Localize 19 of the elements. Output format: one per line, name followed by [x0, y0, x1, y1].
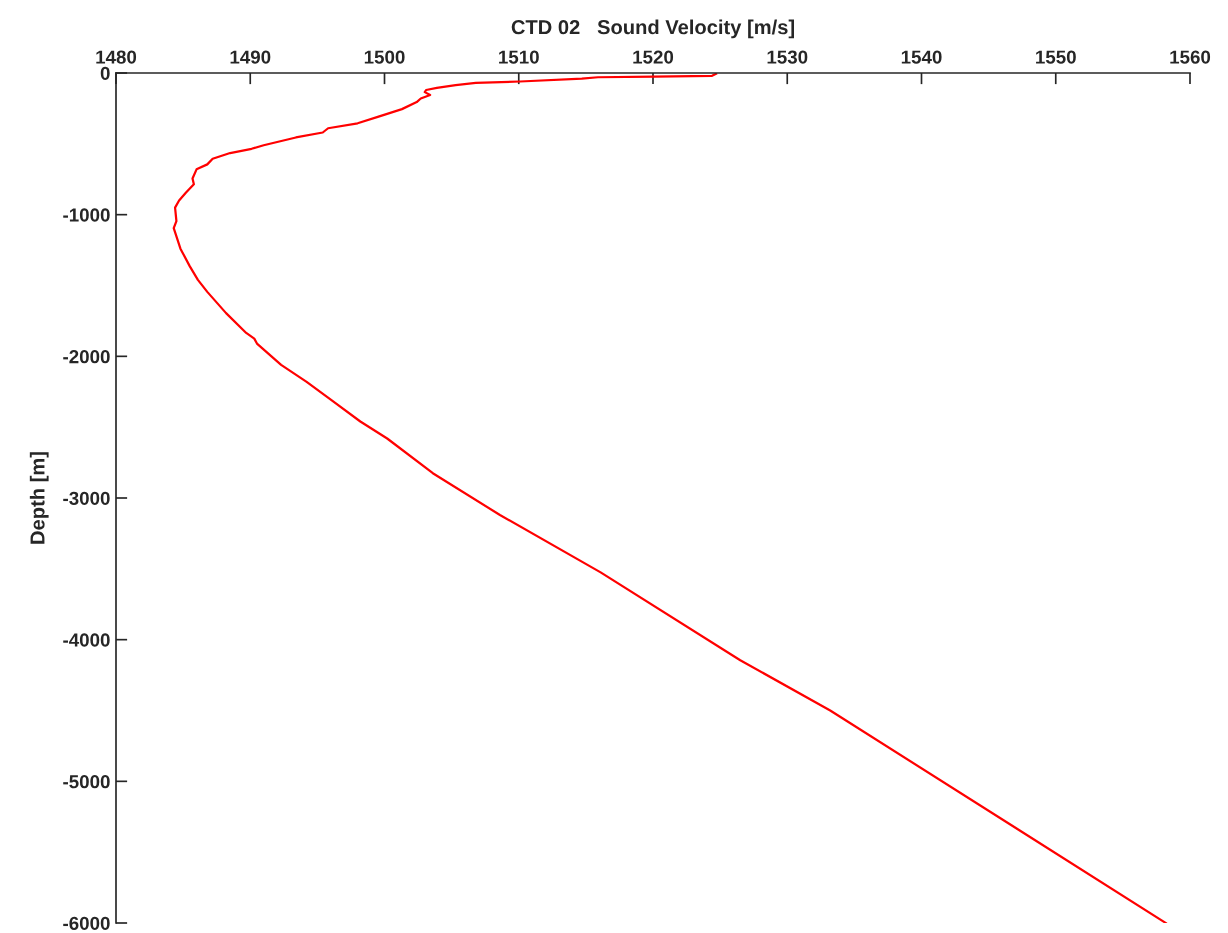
- x-tick-label: 1560: [1170, 50, 1211, 64]
- y-tick-label: -3000: [63, 491, 110, 505]
- y-axis-title: Depth [m]: [29, 452, 49, 544]
- chart-title: CTD 02 Sound Velocity [m/s]: [511, 19, 794, 39]
- y-tick-label: 0: [100, 66, 110, 80]
- x-tick-label: 1480: [96, 50, 137, 64]
- x-tick-label: 1500: [364, 50, 405, 64]
- x-tick-label: 1550: [1036, 50, 1076, 64]
- y-tick-label: -2000: [63, 350, 110, 364]
- y-tick-label: -5000: [63, 775, 110, 789]
- line-series: [172, 73, 1167, 923]
- x-tick-label: 1530: [767, 50, 808, 64]
- x-tick-label: 1520: [633, 50, 674, 64]
- y-tick-label: -4000: [63, 633, 110, 647]
- x-tick-label: 1540: [901, 50, 942, 64]
- y-tick-label: -6000: [63, 916, 110, 930]
- y-tick-label: -1000: [63, 208, 110, 222]
- x-tick-label: 1490: [230, 50, 271, 64]
- x-tick-label: 1510: [499, 50, 539, 64]
